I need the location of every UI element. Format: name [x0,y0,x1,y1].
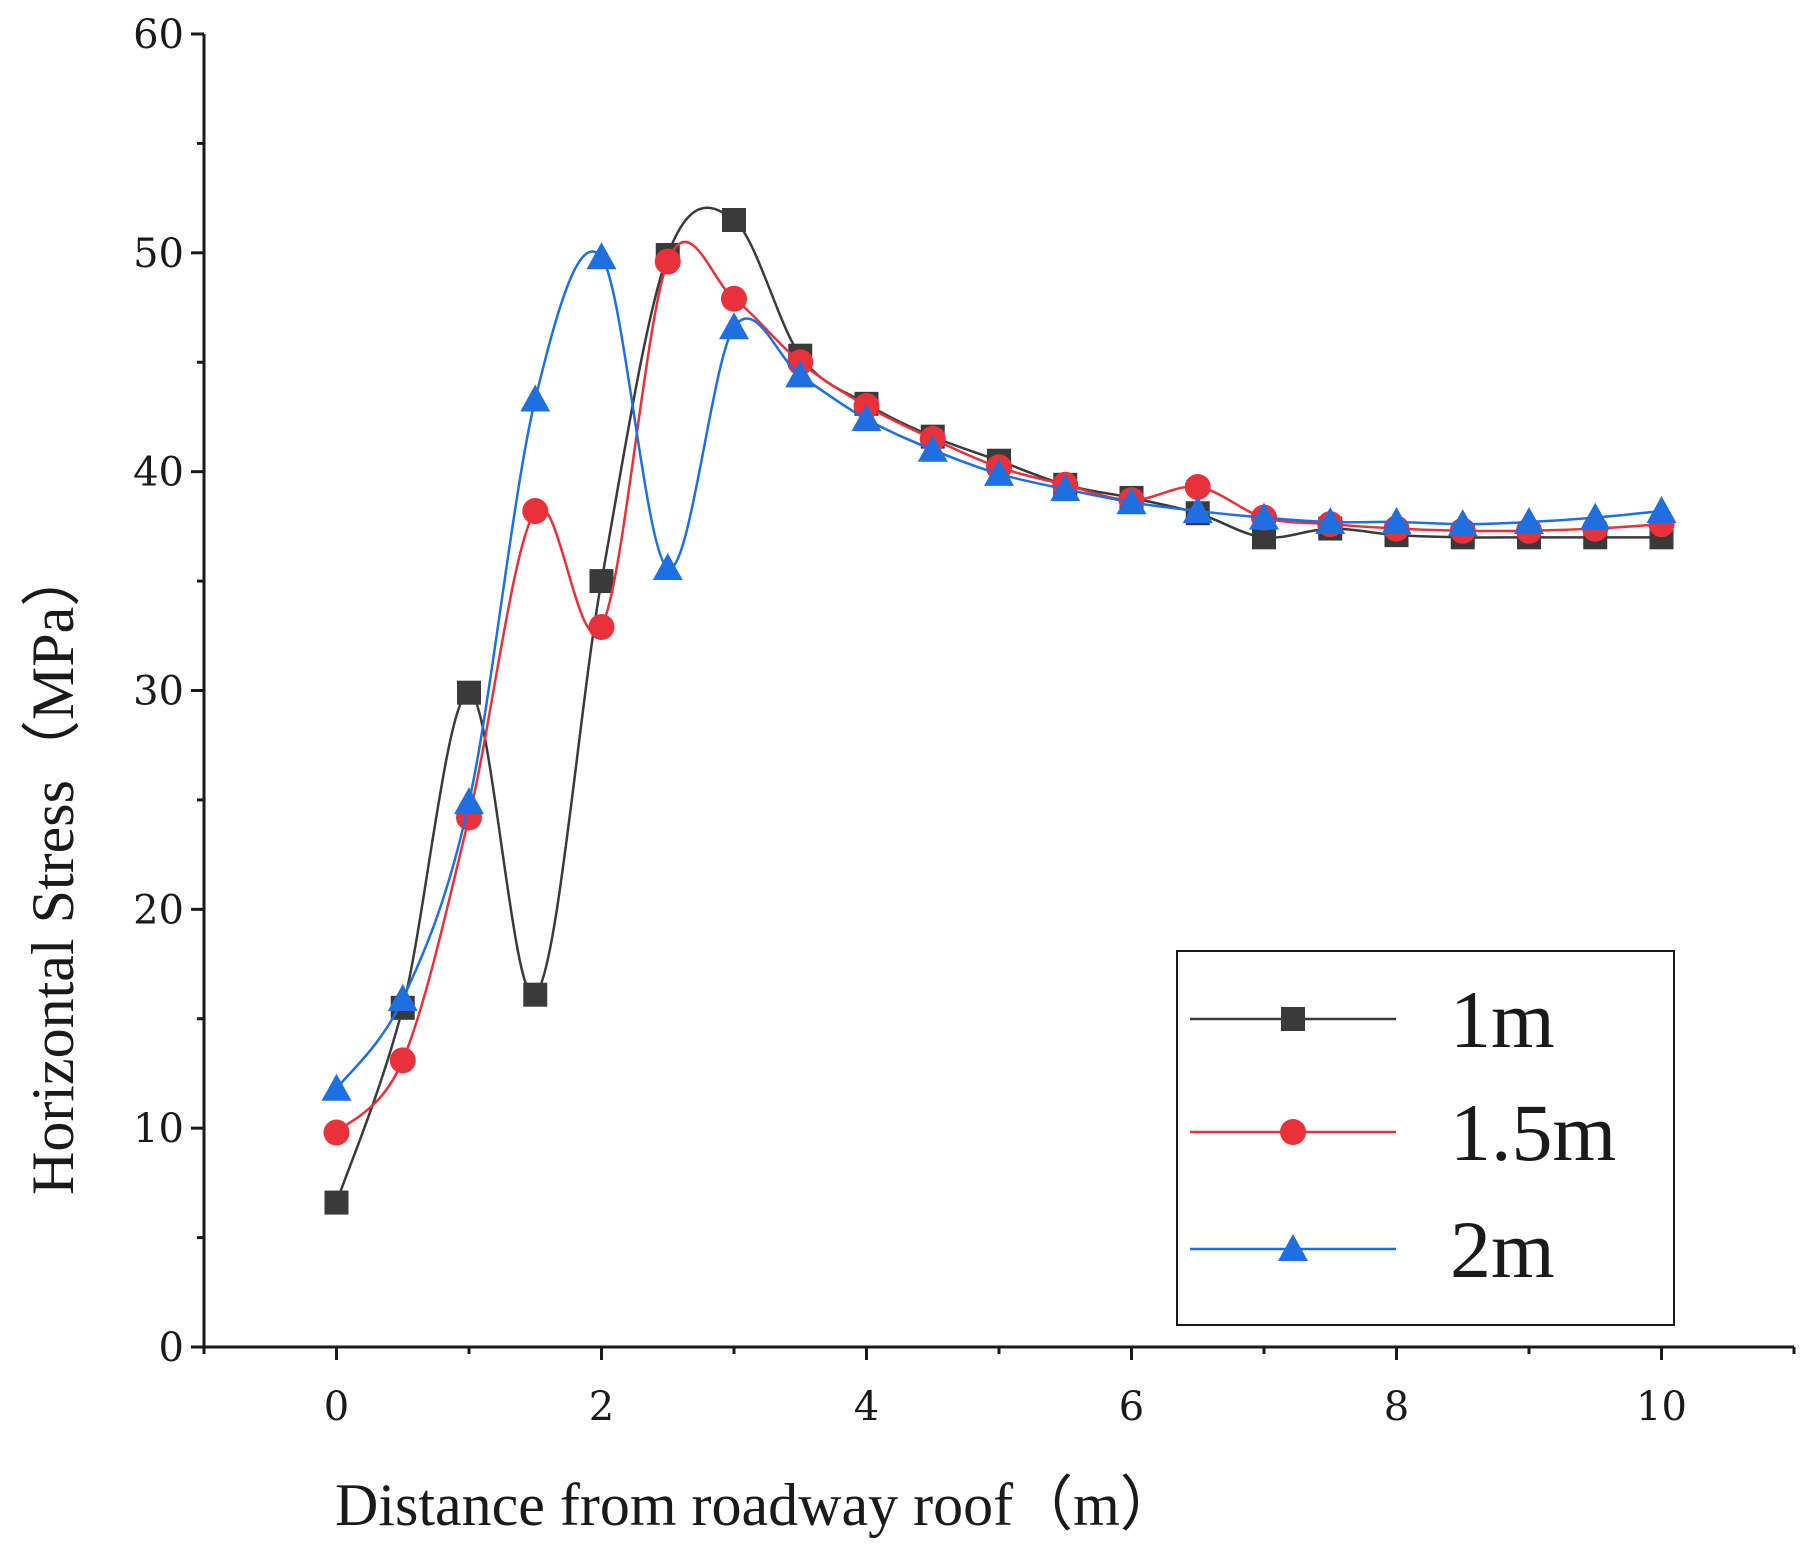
data-point [520,384,551,412]
data-point [1116,487,1147,515]
y-tick-label: 50 [133,231,184,277]
data-point [722,208,746,233]
data-point [785,360,816,388]
legend-label: 1m [1450,974,1555,1065]
data-point [1514,506,1544,534]
data-point [1315,506,1346,534]
data-point [851,404,882,432]
legend-marker [1281,1007,1305,1031]
y-axis-title: Horizontal Stress（MPa） [20,547,86,1195]
x-axis-title: Distance from roadway roof（m） [335,1472,1180,1538]
legend-label: 2m [1450,1204,1555,1295]
data-point [387,984,418,1012]
data-point [1050,474,1081,502]
data-point [457,680,481,705]
data-point [654,248,681,275]
data-point [721,285,747,312]
data-point [719,312,749,340]
y-tick-label: 20 [133,887,184,933]
data-point [324,1190,349,1215]
y-tick-label: 30 [133,669,184,715]
data-point [1249,502,1279,530]
series-2m [321,242,1677,1101]
x-tick-label: 0 [324,1384,349,1430]
x-ticks: 0 2 4 6 8 10 [202,1347,1796,1430]
data-point [1182,496,1213,524]
data-point [321,1073,352,1101]
data-point [1580,502,1611,530]
data-point [522,498,549,525]
data-point [454,787,484,815]
data-point [323,1119,350,1146]
data-point [589,569,614,594]
data-point [1381,506,1412,534]
x-tick-label: 6 [1119,1384,1144,1430]
data-point [984,458,1014,486]
y-tick-label: 60 [133,12,184,58]
legend-box [1176,950,1675,1326]
y-tick-label: 10 [133,1106,184,1152]
legend-marker [1278,1234,1308,1261]
x-tick-label: 10 [1636,1384,1687,1430]
x-tick-label: 8 [1384,1384,1409,1430]
y-tick-label: 40 [133,450,184,496]
x-tick-label: 4 [854,1384,879,1430]
data-point [586,242,617,270]
data-point [1646,496,1677,524]
legend: 1m 1.5m 2m [1176,950,1675,1326]
data-point [523,982,548,1007]
series-layer [321,206,1677,1215]
legend-label: 1.5m [1450,1087,1616,1178]
data-point [1447,509,1478,537]
data-point [652,552,683,580]
data-point [588,614,615,641]
data-point [1184,473,1211,500]
legend-marker [1280,1119,1306,1145]
data-point [389,1047,416,1074]
data-point [917,434,948,462]
y-ticks: 0 10 20 30 40 50 60 [133,12,204,1371]
y-tick-label: 0 [159,1325,184,1371]
x-tick-label: 2 [589,1384,614,1430]
